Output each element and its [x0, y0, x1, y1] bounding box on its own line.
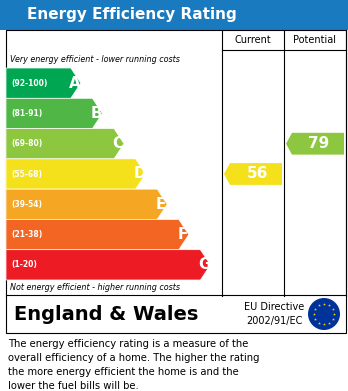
Bar — [6, 295, 346, 333]
Text: Not energy efficient - higher running costs: Not energy efficient - higher running co… — [10, 283, 180, 292]
Text: Very energy efficient - lower running costs: Very energy efficient - lower running co… — [10, 56, 180, 65]
Polygon shape — [286, 133, 344, 154]
Text: (1-20): (1-20) — [11, 260, 37, 269]
Text: A: A — [69, 75, 81, 91]
Text: EU Directive
2002/91/EC: EU Directive 2002/91/EC — [244, 302, 304, 326]
Text: E: E — [156, 197, 166, 212]
Text: Energy Efficiency Rating: Energy Efficiency Rating — [27, 7, 237, 23]
Polygon shape — [224, 163, 282, 185]
Text: (39-54): (39-54) — [11, 200, 42, 209]
Text: F: F — [177, 227, 188, 242]
Text: (21-38): (21-38) — [11, 230, 42, 239]
Text: G: G — [198, 257, 211, 273]
Text: B: B — [90, 106, 102, 121]
Text: Current: Current — [235, 35, 271, 45]
Text: (81-91): (81-91) — [11, 109, 42, 118]
Text: (69-80): (69-80) — [11, 139, 42, 148]
Bar — [0, 0, 348, 30]
Bar — [6, 30, 346, 296]
Text: (92-100): (92-100) — [11, 79, 47, 88]
Polygon shape — [6, 68, 81, 98]
Polygon shape — [6, 250, 211, 280]
Polygon shape — [6, 98, 102, 129]
Text: England & Wales: England & Wales — [14, 305, 198, 323]
Text: 79: 79 — [308, 136, 330, 151]
Polygon shape — [6, 219, 189, 250]
Polygon shape — [6, 159, 145, 189]
Text: The energy efficiency rating is a measure of the
overall efficiency of a home. T: The energy efficiency rating is a measur… — [8, 339, 260, 391]
Text: Potential: Potential — [293, 35, 337, 45]
Polygon shape — [6, 129, 124, 159]
Text: 56: 56 — [246, 167, 268, 181]
Text: C: C — [112, 136, 124, 151]
Ellipse shape — [308, 298, 340, 330]
Polygon shape — [6, 189, 167, 219]
Text: D: D — [133, 167, 146, 181]
Text: (55-68): (55-68) — [11, 170, 42, 179]
